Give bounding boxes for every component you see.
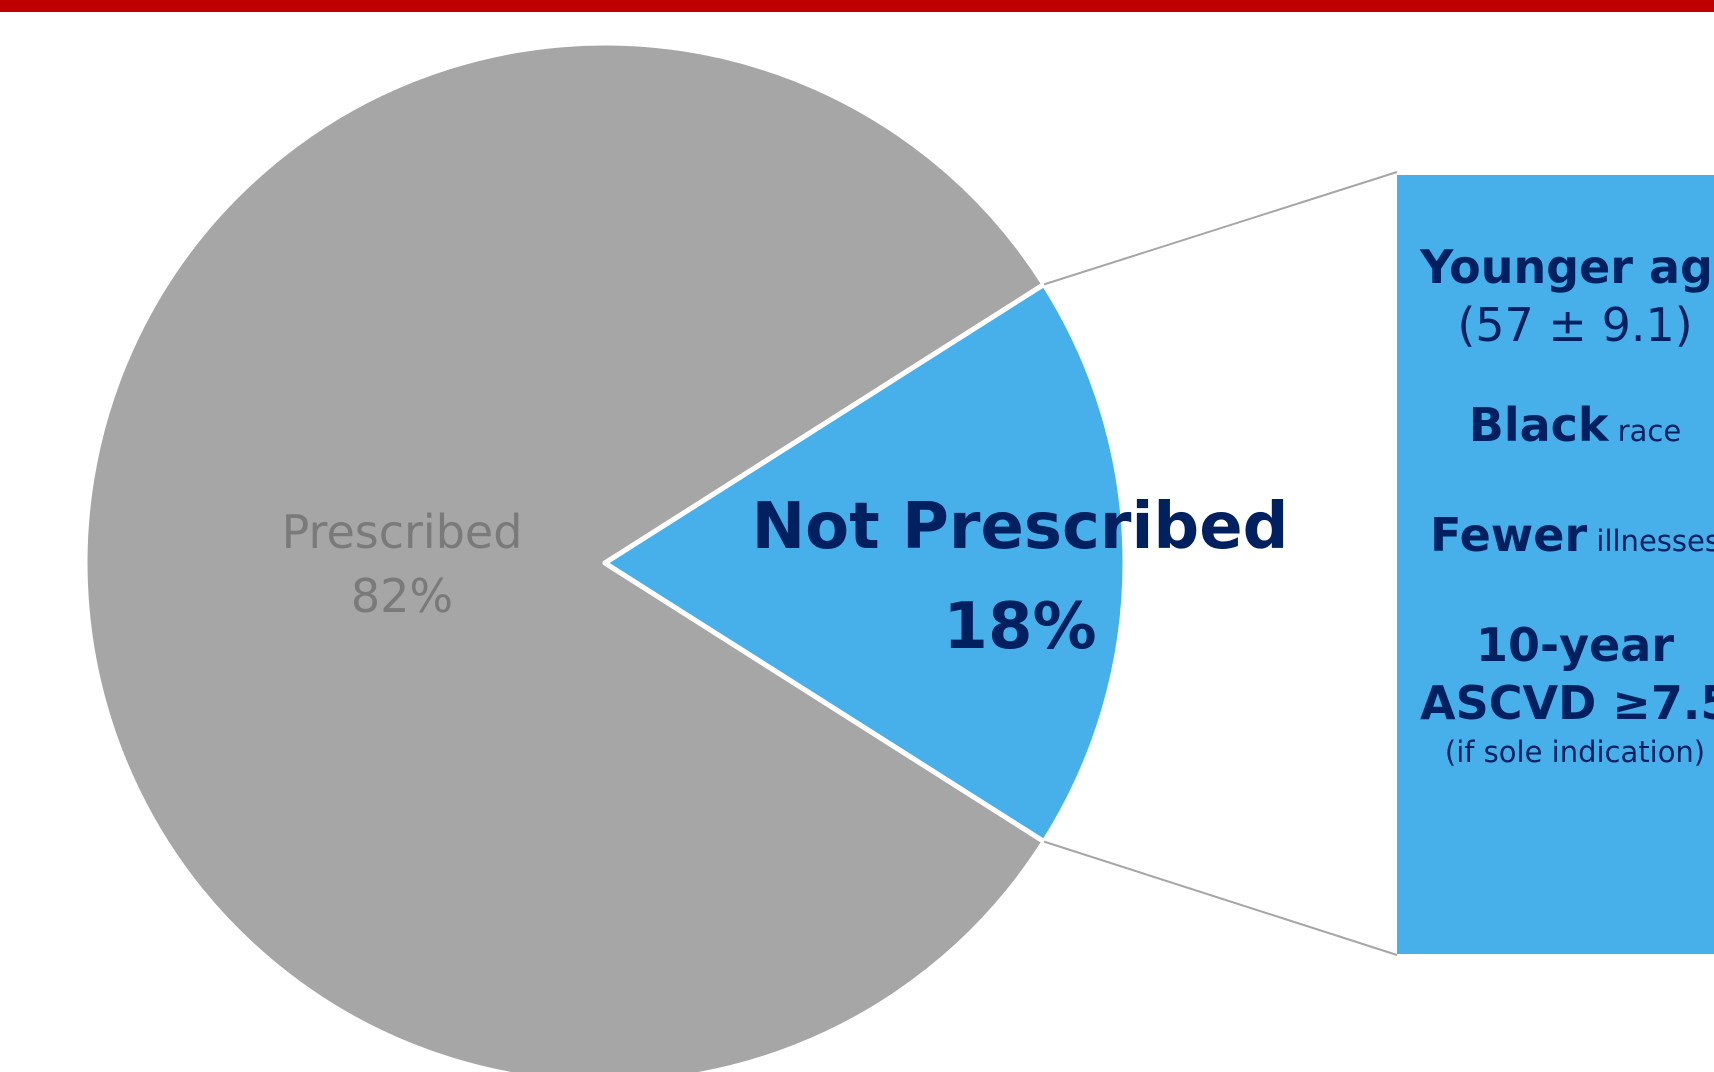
callout-item-age-detail: (57 ± 9.1) [1457, 298, 1693, 352]
callout-item-10-year: 10-year [1475, 618, 1674, 672]
value-label-prescribed: 82% [351, 569, 453, 623]
callout-box: Younger age (57 ± 9.1) Black race Fewer … [1397, 175, 1714, 954]
callout-race-bold: Black [1468, 398, 1609, 452]
callout-race-rest: race [1608, 414, 1682, 448]
callout-item-race: Black race [1420, 396, 1714, 454]
label-prescribed: Prescribed [282, 505, 523, 559]
pie-slices [82, 40, 1128, 1072]
connector-top [1043, 171, 1398, 286]
callout-illness-bold: Fewer [1430, 508, 1588, 562]
value-label-not-prescribed: 18% [943, 590, 1096, 664]
callout-connectors [1043, 171, 1398, 956]
top-accent-bar [0, 0, 1714, 12]
callout-content: Younger age (57 ± 9.1) Black race Fewer … [1420, 238, 1714, 772]
callout-illness-rest: illnesses [1587, 524, 1714, 558]
callout-item-illnesses: Fewer illnesses [1420, 506, 1714, 564]
callout-item-ascvd: ASCVD ≥7.5% [1420, 676, 1714, 730]
callout-item-younger-age: Younger age [1420, 240, 1714, 294]
connector-bottom [1043, 840, 1398, 956]
slice-prescribed [82, 40, 1047, 1072]
slice-not-prescribed [602, 281, 1128, 845]
pie-labels: Prescribed 82% Not Prescribed 18% [282, 490, 1289, 664]
callout-item-note: (if sole indication) [1444, 735, 1706, 769]
label-not-prescribed: Not Prescribed [752, 490, 1289, 564]
